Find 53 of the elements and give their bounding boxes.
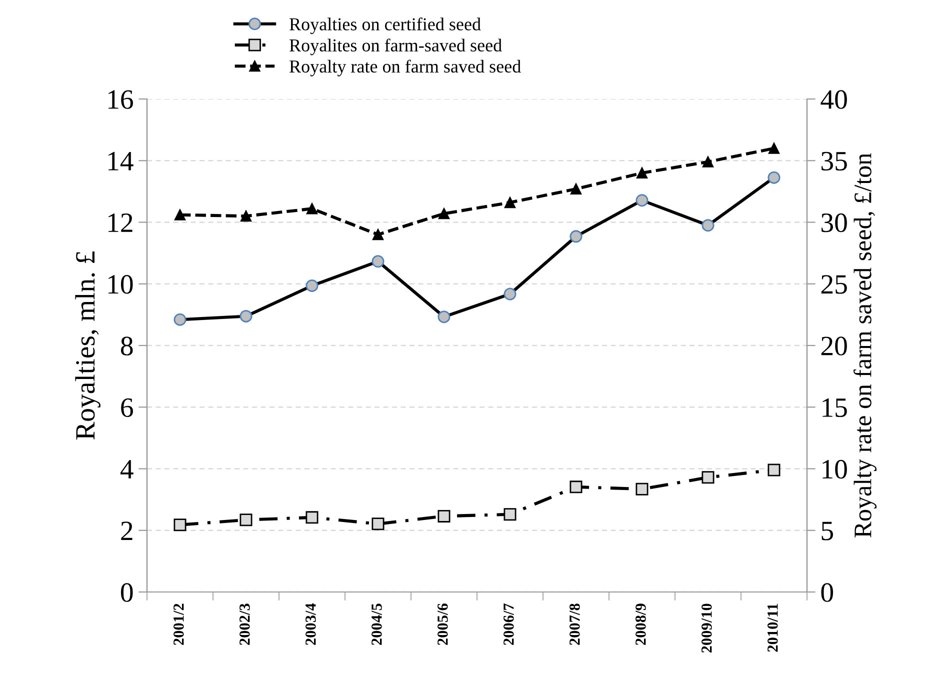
y2-axis-title: Royalty rate on farm saved seed, £/ton bbox=[854, 153, 877, 538]
point bbox=[570, 183, 582, 195]
legend-label: Royalites on farm-saved seed bbox=[290, 38, 502, 56]
point bbox=[306, 511, 318, 524]
point bbox=[174, 209, 186, 220]
y2-tick-label: 5 bbox=[822, 522, 833, 540]
legend-label: Royalties on certified seed bbox=[290, 17, 481, 34]
point bbox=[240, 210, 252, 222]
point bbox=[768, 464, 780, 476]
y-tick-label: 14 bbox=[108, 152, 134, 170]
y2-tick-label: 20 bbox=[821, 336, 847, 356]
point bbox=[570, 480, 582, 494]
y2-tick-label: 35 bbox=[822, 152, 847, 171]
point bbox=[636, 482, 648, 496]
point bbox=[174, 518, 186, 532]
y-tick-label: 10 bbox=[108, 275, 133, 294]
point bbox=[240, 514, 252, 526]
x-tick-label: 2009/10 bbox=[702, 604, 712, 653]
x-tick-label: 2006/7 bbox=[504, 603, 514, 645]
point bbox=[372, 229, 384, 240]
x-tick-label: 2004/5 bbox=[372, 604, 382, 645]
x-tick-label: 2003/4 bbox=[306, 603, 316, 645]
y2-tick-label: 0 bbox=[821, 583, 834, 602]
y2-tick-label: 25 bbox=[821, 275, 847, 294]
point bbox=[702, 156, 714, 168]
x-tick-label: 2010/11 bbox=[768, 604, 778, 652]
y2-tick-label: 15 bbox=[822, 398, 847, 418]
y-tick-label: 6 bbox=[121, 398, 133, 418]
y-tick-label: 16 bbox=[108, 90, 133, 109]
point bbox=[372, 518, 384, 530]
y-tick-label: 2 bbox=[121, 522, 132, 540]
point bbox=[504, 508, 516, 521]
point bbox=[438, 208, 450, 220]
y-tick-label: 4 bbox=[120, 460, 134, 478]
point bbox=[636, 167, 648, 179]
x-tick-label: 2005/6 bbox=[438, 604, 448, 645]
point bbox=[438, 510, 450, 522]
y-tick-label: 8 bbox=[120, 336, 133, 356]
y-tick-label: 0 bbox=[120, 583, 133, 602]
point bbox=[702, 471, 714, 484]
y-axis-title: Royalties, mln. £ bbox=[75, 251, 100, 440]
y2-tick-label: 40 bbox=[820, 90, 847, 109]
legend-label: Royalty rate on farm saved seed bbox=[290, 60, 521, 76]
point bbox=[504, 196, 516, 208]
y-tick-label: 12 bbox=[108, 213, 132, 232]
y2-tick-label: 10 bbox=[822, 460, 847, 479]
y2-tick-label: 30 bbox=[822, 213, 847, 232]
x-tick-label: 2002/3 bbox=[240, 604, 250, 645]
x-tick-label: 2007/8 bbox=[570, 604, 580, 645]
point bbox=[306, 203, 318, 214]
point bbox=[768, 142, 780, 154]
x-tick-label: 2001/2 bbox=[174, 604, 184, 645]
x-tick-label: 2008/9 bbox=[636, 604, 646, 645]
